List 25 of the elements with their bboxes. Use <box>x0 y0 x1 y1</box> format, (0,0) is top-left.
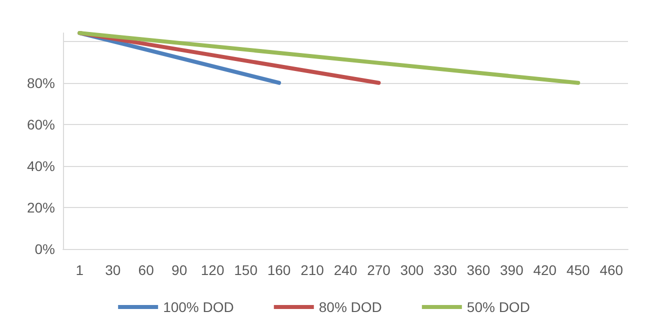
x-tick-label: 420 <box>533 262 557 278</box>
x-tick-label: 330 <box>434 262 458 278</box>
x-tick-label: 120 <box>200 262 224 278</box>
legend-label: 80% DOD <box>318 299 382 315</box>
legend-label: 50% DOD <box>466 299 530 315</box>
x-tick-label: 1 <box>76 262 84 278</box>
x-tick-label: 270 <box>367 262 391 278</box>
legend-label: 100% DOD <box>163 299 234 315</box>
x-tick-label: 160 <box>267 262 291 278</box>
x-tick-label: 210 <box>300 262 324 278</box>
x-tick-label: 90 <box>172 262 188 278</box>
y-tick-label: 20% <box>26 199 55 216</box>
x-tick-label: 360 <box>466 262 490 278</box>
x-tick-label: 460 <box>600 262 624 278</box>
x-tick-label: 300 <box>400 262 424 278</box>
y-tick-label: 40% <box>26 158 55 174</box>
x-tick-label: 60 <box>138 262 154 278</box>
x-tick-label: 150 <box>234 262 258 278</box>
y-tick-label: 80% <box>26 74 55 91</box>
x-tick-label: 390 <box>500 262 524 278</box>
x-tick-label: 240 <box>334 262 358 278</box>
x-tick-label: 450 <box>566 262 590 278</box>
y-tick-label: 0% <box>34 241 55 257</box>
y-tick-label: 60% <box>26 116 55 132</box>
x-tick-label: 30 <box>105 262 121 278</box>
